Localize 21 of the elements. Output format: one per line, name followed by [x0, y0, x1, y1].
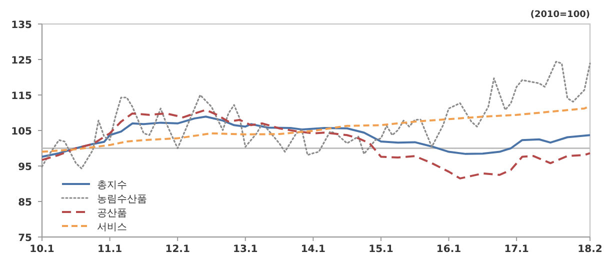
- y-tick-label: 95: [18, 162, 32, 173]
- y-tick-label: 115: [11, 91, 32, 102]
- y-tick-label: 75: [18, 233, 32, 244]
- y-tick-label: 105: [11, 126, 32, 138]
- y-tick-label: 125: [11, 56, 32, 66]
- annotation: (2010=100): [530, 10, 590, 20]
- legend-label: 공산품: [97, 208, 127, 219]
- x-tick-label: 10.1: [30, 244, 54, 255]
- x-tick-label: 18.2: [578, 244, 602, 255]
- x-tick-label: 12.1: [165, 244, 190, 255]
- x-tick-label: 11.1: [97, 244, 122, 255]
- legend-label: 농림수산품: [97, 194, 147, 205]
- y-tick-label: 85: [18, 198, 32, 208]
- legend-label: 서비스: [97, 222, 127, 233]
- x-tick-label: 14.1: [300, 244, 326, 255]
- x-tick-label: 17.1: [504, 244, 529, 255]
- x-tick-label: 15.1: [368, 244, 394, 255]
- legend-label: 총지수: [97, 180, 127, 191]
- y-tick-label: 135: [11, 20, 32, 31]
- x-tick-label: 13.1: [233, 244, 258, 255]
- x-tick-label: 16.1: [436, 244, 462, 255]
